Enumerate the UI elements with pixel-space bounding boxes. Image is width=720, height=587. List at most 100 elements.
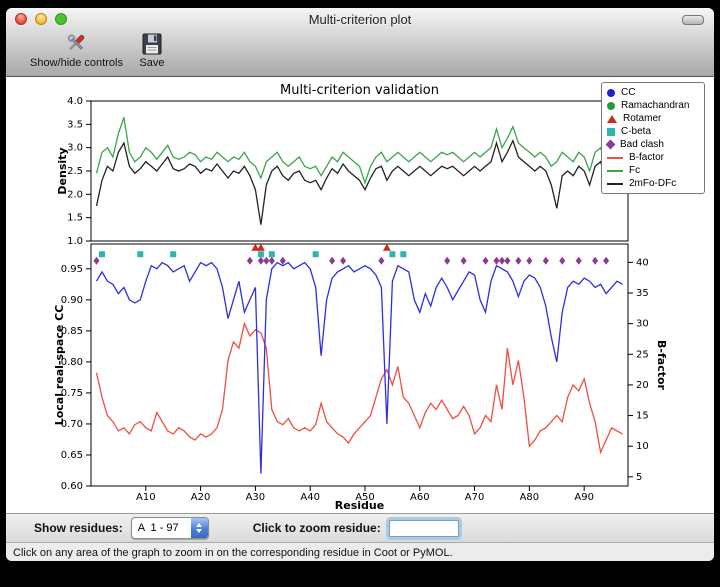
svg-text:15: 15 — [636, 411, 649, 422]
bad-clash-marker — [93, 256, 100, 265]
svg-text:5: 5 — [636, 472, 642, 483]
svg-text:3.5: 3.5 — [67, 119, 83, 130]
bad-clash-marker — [460, 256, 467, 265]
svg-text:0.80: 0.80 — [61, 357, 83, 368]
circle-marker-icon — [607, 88, 615, 97]
bad-clash-marker — [268, 256, 275, 265]
bad-clash-marker — [515, 256, 522, 265]
floppy-disk-icon — [142, 33, 162, 55]
toolbar-button-label: Show/hide controls — [30, 57, 123, 69]
save-button[interactable]: Save — [139, 31, 165, 69]
cbeta-outlier-marker — [98, 251, 105, 258]
residue-range-select[interactable]: A 1 - 97 — [130, 517, 209, 539]
legend-item: Rotamer — [607, 113, 699, 124]
circle-marker-icon — [607, 101, 615, 110]
bad-clash-marker — [498, 256, 505, 265]
svg-text:1.0: 1.0 — [67, 236, 83, 247]
bad-clash-marker — [603, 256, 610, 265]
bad-clash-marker — [329, 256, 336, 265]
rotamer-outlier-marker — [382, 243, 391, 251]
bad-clash-marker — [279, 256, 286, 265]
cbeta-outlier-marker — [268, 251, 275, 258]
svg-text:4.0: 4.0 — [67, 96, 83, 107]
line-marker-icon — [607, 182, 623, 185]
svg-text:25: 25 — [636, 349, 649, 360]
bad-clash-marker — [504, 256, 511, 265]
svg-text:B-factor: B-factor — [655, 340, 668, 390]
svg-text:0.95: 0.95 — [61, 264, 83, 275]
legend-label: C-beta — [621, 126, 652, 137]
b-factor-line — [95, 321, 623, 455]
toolbar-toggle-button[interactable] — [682, 15, 704, 25]
legend-label: 2mFo-DFc — [629, 178, 677, 189]
svg-text:0.60: 0.60 — [61, 481, 83, 492]
svg-text:20: 20 — [636, 380, 649, 391]
bad-clash-marker — [559, 256, 566, 265]
legend-item: Fc — [607, 165, 699, 176]
cbeta-outlier-marker — [312, 251, 319, 258]
tools-icon — [68, 34, 85, 50]
traffic-lights — [15, 13, 67, 25]
title-bar[interactable]: Multi-criterion plot — [6, 8, 714, 30]
svg-text:Density: Density — [56, 147, 69, 194]
bad-clash-marker — [592, 256, 599, 265]
cc-line — [95, 261, 623, 474]
window-title: Multi-criterion plot — [308, 11, 412, 27]
bad-clash-marker — [378, 256, 385, 265]
toolbar-button-label: Save — [139, 57, 165, 69]
svg-text:Local real-space CC: Local real-space CC — [53, 305, 66, 426]
legend-label: Ramachandran — [621, 100, 690, 111]
svg-text:A50: A50 — [355, 492, 375, 503]
svg-text:A20: A20 — [191, 492, 211, 503]
status-text: Click on any area of the graph to zoom i… — [13, 546, 453, 559]
svg-text:A60: A60 — [410, 492, 430, 503]
triangle-marker-icon — [607, 114, 617, 123]
svg-text:0.75: 0.75 — [61, 388, 83, 399]
svg-text:0.90: 0.90 — [61, 295, 83, 306]
svg-text:Multi-criterion validation: Multi-criterion validation — [280, 83, 439, 98]
zoom-residue-label: Click to zoom residue: — [252, 521, 381, 535]
svg-text:A80: A80 — [520, 492, 540, 503]
svg-text:0.70: 0.70 — [61, 419, 83, 430]
svg-text:A40: A40 — [300, 492, 320, 503]
minimize-button[interactable] — [35, 13, 47, 25]
legend-label: Rotamer — [623, 113, 662, 124]
legend-item: C-beta — [607, 126, 699, 137]
bad-clash-marker — [542, 256, 549, 265]
line-marker-icon — [607, 169, 623, 172]
residue-range-value: A 1 - 97 — [137, 522, 179, 534]
zoom-window-button[interactable] — [55, 13, 67, 25]
two-mfo-dfc-line — [95, 138, 623, 225]
legend-item: Ramachandran — [607, 100, 699, 111]
legend-item: B-factor — [607, 152, 699, 163]
bad-clash-marker — [482, 256, 489, 265]
legend-label: CC — [621, 87, 636, 98]
svg-text:1.5: 1.5 — [67, 213, 83, 224]
window-chrome: Multi-criterion plot Show/hide controls — [6, 8, 714, 77]
bad-clash-marker — [340, 256, 347, 265]
close-button[interactable] — [15, 13, 27, 25]
status-bar: Click on any area of the graph to zoom i… — [6, 542, 714, 561]
svg-text:Residue: Residue — [335, 499, 384, 512]
app-window: Multi-criterion plot Show/hide controls — [6, 8, 714, 561]
svg-text:A90: A90 — [574, 492, 594, 503]
legend-item: 2mFo-DFc — [607, 178, 699, 189]
zoom-residue-input[interactable] — [388, 519, 459, 537]
bad-clash-marker — [493, 256, 500, 265]
cbeta-outlier-marker — [400, 251, 407, 258]
svg-text:2.0: 2.0 — [67, 189, 83, 200]
cbeta-outlier-marker — [257, 251, 264, 258]
plot-canvas[interactable]: Multi-criterion validation Density Local r… — [6, 77, 714, 513]
svg-text:2.5: 2.5 — [67, 166, 83, 177]
bad-clash-marker — [263, 256, 270, 265]
bad-clash-marker — [526, 256, 533, 265]
svg-text:A70: A70 — [465, 492, 485, 503]
svg-text:0.85: 0.85 — [61, 326, 83, 337]
line-marker-icon — [607, 156, 623, 159]
legend-label: Bad clash — [620, 139, 664, 150]
bad-clash-marker — [444, 256, 451, 265]
svg-text:40: 40 — [636, 257, 649, 268]
show-hide-controls-button[interactable]: Show/hide controls — [30, 31, 123, 69]
square-marker-icon — [607, 127, 615, 136]
diamond-marker-icon — [605, 139, 616, 150]
